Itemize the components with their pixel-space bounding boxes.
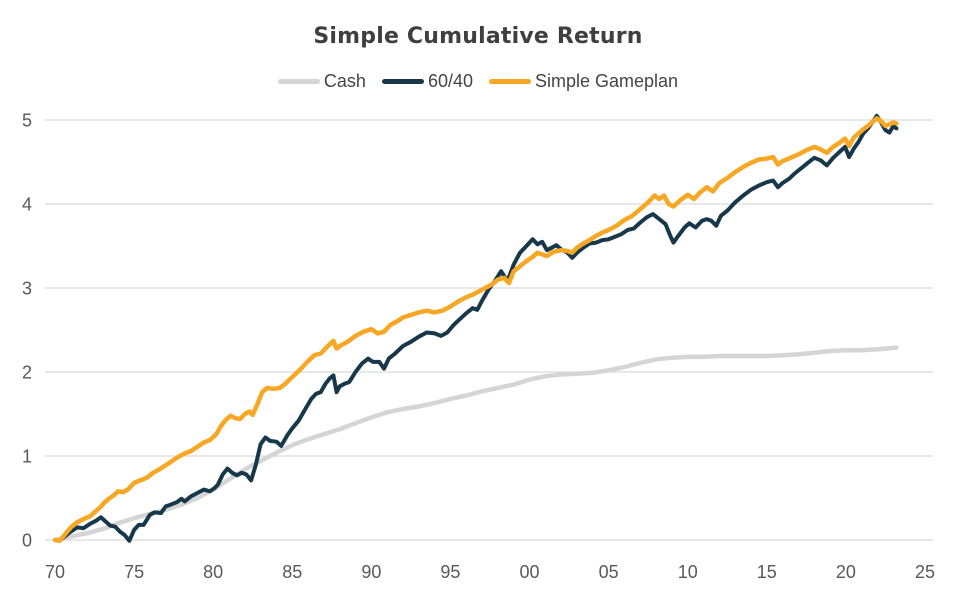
x-tick-label: 90 bbox=[361, 562, 381, 582]
x-tick-label: 10 bbox=[678, 562, 698, 582]
legend-label-cash: Cash bbox=[323, 70, 366, 91]
gridlines bbox=[45, 119, 933, 541]
legend-label-simple-gameplan: Simple Gameplan bbox=[535, 70, 679, 91]
legend-item-cash: Cash bbox=[277, 70, 366, 92]
cash-series-line bbox=[52, 345, 899, 543]
60-40-series-line bbox=[53, 113, 899, 543]
x-tick-label: 80 bbox=[203, 562, 223, 582]
x-tick-label: 25 bbox=[915, 562, 935, 582]
x-tick-label: 20 bbox=[836, 562, 856, 582]
simple-gameplan-series-line bbox=[52, 116, 899, 544]
x-tick-label: 00 bbox=[520, 562, 540, 582]
x-axis-labels: 70 75 80 85 90 95 00 05 10 15 20 25 bbox=[45, 562, 935, 582]
y-tick-label: 5 bbox=[22, 111, 32, 131]
legend-swatch-simple-gameplan bbox=[489, 78, 531, 84]
y-tick-label: 1 bbox=[22, 447, 32, 467]
legend-swatch-cash bbox=[277, 78, 320, 84]
legend-swatch-60-40 bbox=[381, 78, 424, 84]
chart-legend: Cash 60/40 Simple Gameplan bbox=[0, 68, 956, 94]
x-tick-label: 15 bbox=[757, 562, 777, 582]
y-tick-label: 0 bbox=[22, 531, 32, 551]
y-axis-labels: 0 1 2 3 4 5 bbox=[22, 111, 32, 551]
y-tick-label: 2 bbox=[22, 363, 32, 383]
x-tick-label: 95 bbox=[440, 562, 460, 582]
x-tick-label: 85 bbox=[282, 562, 302, 582]
x-tick-label: 70 bbox=[45, 562, 65, 582]
legend-item-simple-gameplan: Simple Gameplan bbox=[489, 71, 678, 92]
chart-title: Simple Cumulative Return bbox=[313, 24, 643, 49]
legend-item-60-40: 60/40 bbox=[381, 70, 473, 92]
y-tick-label: 3 bbox=[22, 279, 32, 299]
x-tick-label: 75 bbox=[124, 562, 144, 582]
y-tick-label: 4 bbox=[22, 195, 32, 215]
legend-label-60-40: 60/40 bbox=[427, 70, 473, 91]
x-tick-label: 05 bbox=[599, 562, 619, 582]
